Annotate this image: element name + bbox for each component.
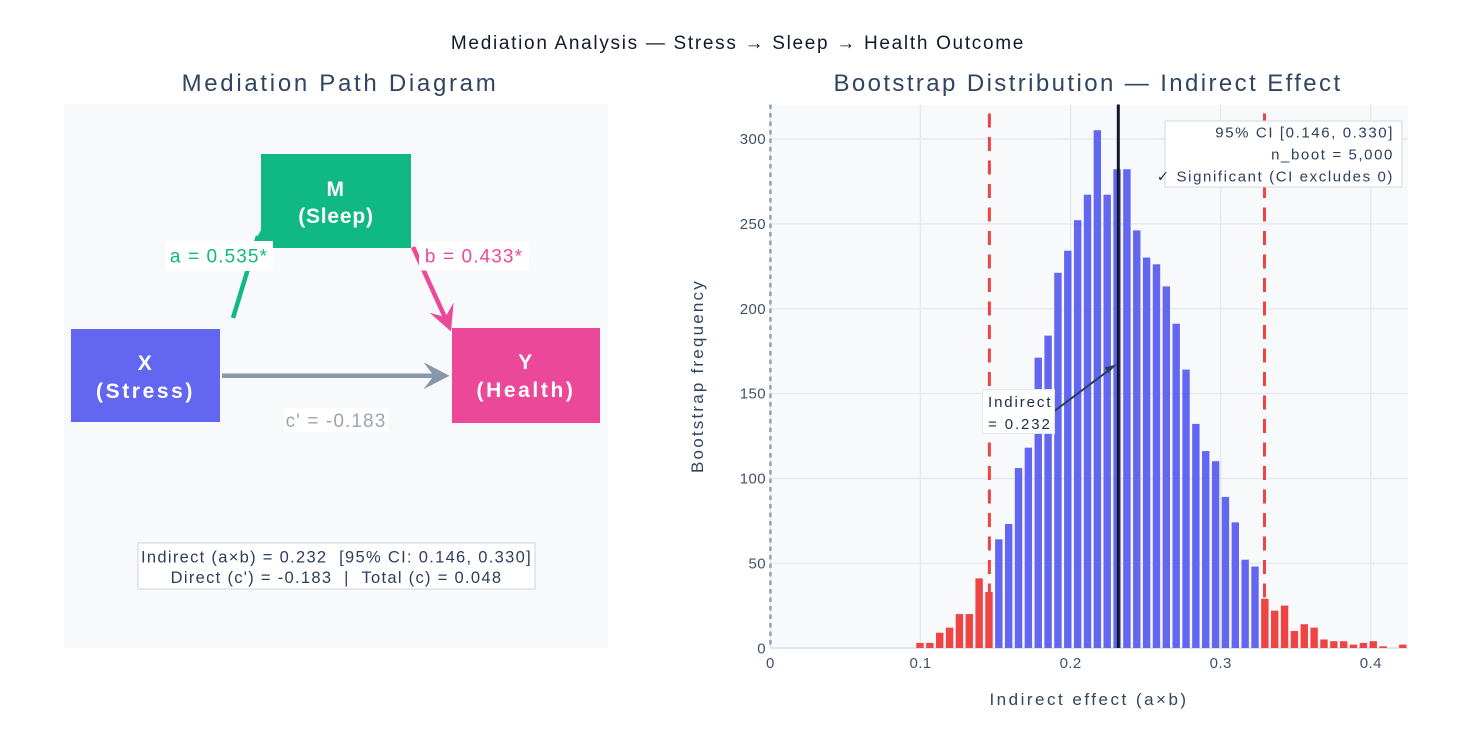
svg-text:200: 200: [740, 301, 766, 318]
svg-text:(Health): (Health): [477, 379, 576, 402]
svg-text:= 0.232: = 0.232: [988, 416, 1052, 433]
svg-text:M: M: [327, 178, 346, 201]
svg-text:Bootstrap frequency: Bootstrap frequency: [688, 279, 707, 473]
svg-text:95% CI [0.146, 0.330]: 95% CI [0.146, 0.330]: [1215, 125, 1394, 142]
svg-text:0.2: 0.2: [1060, 655, 1082, 672]
svg-text:0.3: 0.3: [1210, 655, 1232, 672]
svg-text:Indirect: Indirect: [988, 394, 1052, 411]
svg-text:X: X: [138, 352, 153, 375]
svg-text:0: 0: [757, 640, 766, 657]
svg-text:Y: Y: [518, 351, 533, 374]
svg-text:b = 0.433*: b = 0.433*: [425, 247, 523, 268]
svg-text:✓ Significant (CI excludes 0): ✓ Significant (CI excludes 0): [1157, 169, 1394, 186]
svg-text:Mediation Analysis — Stress →: Mediation Analysis — Stress → Sleep → He…: [451, 33, 1025, 54]
svg-text:n_boot = 5,000: n_boot = 5,000: [1271, 147, 1394, 164]
svg-text:0.1: 0.1: [909, 655, 931, 672]
svg-text:a = 0.535*: a = 0.535*: [170, 247, 268, 268]
svg-text:Mediation Path Diagram: Mediation Path Diagram: [182, 70, 499, 97]
svg-text:100: 100: [740, 471, 766, 488]
svg-text:150: 150: [740, 386, 766, 403]
svg-text:(Sleep): (Sleep): [298, 205, 374, 228]
svg-text:50: 50: [749, 555, 767, 572]
svg-text:300: 300: [740, 131, 766, 148]
svg-text:Indirect effect (a×b): Indirect effect (a×b): [989, 690, 1188, 709]
svg-text:Indirect (a×b) = 0.232 [95% C: Indirect (a×b) = 0.232 [95% CI: 0.146, 0…: [141, 549, 532, 567]
svg-text:Bootstrap Distribution — Indir: Bootstrap Distribution — Indirect Effect: [833, 70, 1342, 97]
svg-text:0.4: 0.4: [1360, 655, 1382, 672]
svg-text:Direct (c') = -0.183 | Total: Direct (c') = -0.183 | Total (c) = 0.048: [171, 569, 503, 587]
svg-text:0: 0: [766, 655, 775, 672]
svg-text:250: 250: [740, 216, 766, 233]
svg-text:(Stress): (Stress): [96, 380, 195, 403]
svg-text:c' = -0.183: c' = -0.183: [286, 411, 387, 432]
